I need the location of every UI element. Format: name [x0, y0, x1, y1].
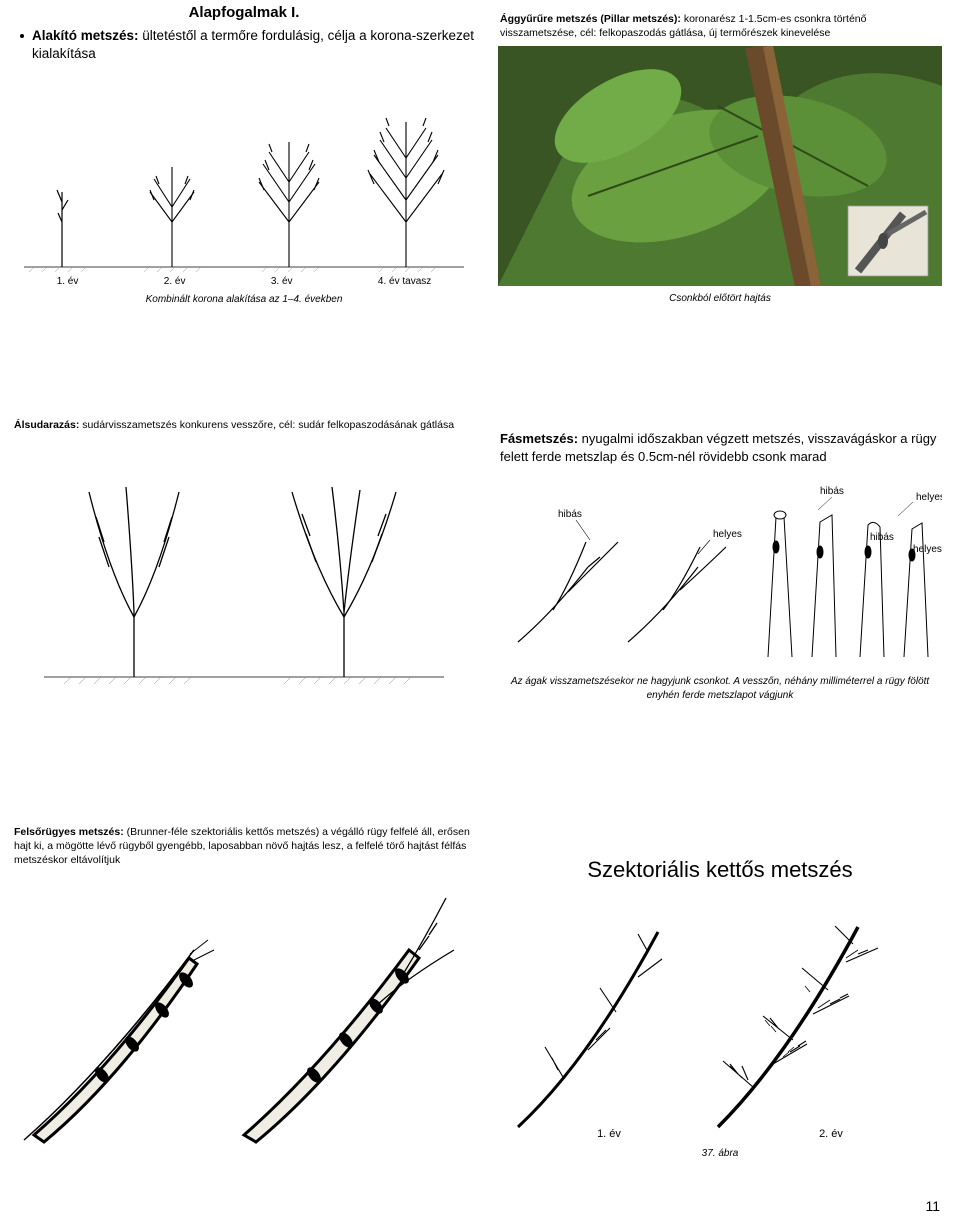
tree-years-diagram [14, 72, 474, 302]
aggyuru-bold: Ággyűrűre metszés (Pillar metszés): [500, 13, 681, 25]
alsud-bold: Álsudarazás: [14, 419, 79, 431]
figure-korona: 1. év 2. év 3. év 4. év tavasz Kombinált… [14, 72, 474, 302]
bullet-text: Alakító metszés: ültetéstől a termőre fo… [32, 27, 474, 63]
fig4-caption: Az ágak visszametszésekor ne hagyjunk cs… [508, 675, 932, 702]
year3-label: 3. év [271, 275, 293, 289]
bullet-alakito: Alakító metszés: ültetéstől a termőre fo… [14, 27, 474, 63]
bullet-bold: Alakító metszés: [32, 28, 139, 43]
photo-caption: Csonkból előtört hajtás [498, 292, 942, 306]
bud-diagram [14, 880, 474, 1160]
year4-label: 4. év tavasz [378, 275, 431, 289]
felso-bold: Felsőrügyes metszés: [14, 826, 124, 838]
figure-photo [498, 46, 942, 286]
cut-diagram: hibás helyes [498, 482, 942, 692]
alsud-rest: sudárvisszametszés konkurens vesszőre, c… [79, 419, 454, 431]
title-alapfogalmak: Alapfogalmak I. [14, 3, 474, 23]
figure-szektorialis: 1. év 2. év 37. ábra [498, 892, 942, 1162]
label-helyes-2: helyes [916, 492, 942, 503]
section-szektorialis: Szektoriális kettős metszés [500, 855, 940, 885]
figure-fasmetszes: hibás helyes [498, 482, 942, 692]
year1-label: 1. év [57, 275, 79, 289]
szek-diagram [498, 892, 942, 1162]
section-alsudarazas: Álsudarazás: sudárvisszametszés konkuren… [14, 418, 474, 432]
section-alapfogalmak: Alapfogalmak I. Alakító metszés: ültetés… [14, 3, 474, 64]
label-helyes-1: helyes [713, 529, 742, 540]
fas-bold: Fásmetszés: [500, 431, 578, 446]
szek-figno: 37. ábra [498, 1147, 942, 1161]
bullet-dot [20, 34, 24, 38]
szek-year2: 2. év [720, 1127, 942, 1142]
page-number: 11 [925, 1197, 940, 1216]
figure-felsorugyes [14, 880, 474, 1160]
label-hibas-1: hibás [558, 509, 582, 520]
section-aggyuru: Ággyűrűre metszés (Pillar metszés): koro… [500, 12, 940, 40]
section-felsorugyes: Felsőrügyes metszés: (Brunner-féle szekt… [14, 825, 474, 868]
label-hibas-3: hibás [870, 532, 894, 543]
label-helyes-3: helyes [913, 544, 942, 555]
szek-title: Szektoriális kettős metszés [587, 857, 852, 882]
year2-label: 2. év [164, 275, 186, 289]
section-fasmetszes: Fásmetszés: nyugalmi időszakban végzett … [500, 430, 940, 465]
shrub-diagram [14, 452, 474, 702]
label-hibas-2: hibás [820, 486, 844, 497]
fig1-caption: Kombinált korona alakítása az 1–4. évekb… [14, 293, 474, 307]
szek-year1: 1. év [498, 1127, 720, 1142]
leaf-photo-svg [498, 46, 942, 286]
figure-alsudarazas [14, 452, 474, 702]
